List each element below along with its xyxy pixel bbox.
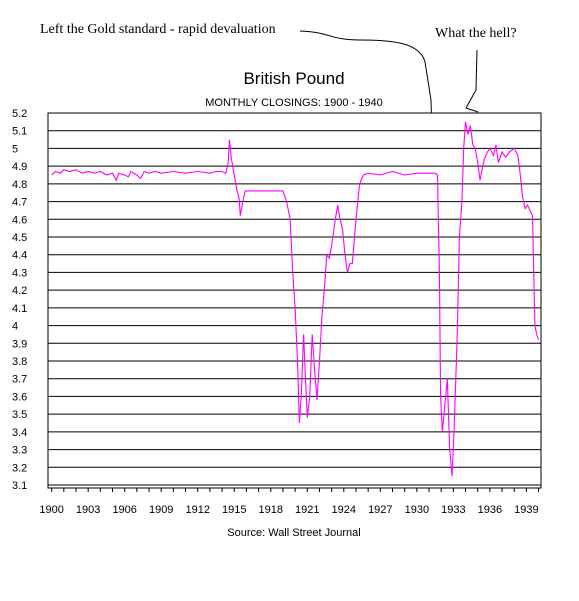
- y-tick-label: 3.7: [12, 374, 27, 386]
- y-tick-label: 4.3: [12, 267, 27, 279]
- y-tick-label: 3.9: [12, 338, 27, 350]
- annotation-what-the-hell: What the hell?: [435, 26, 517, 41]
- x-tick-label: 1906: [112, 504, 136, 516]
- y-tick-label: 3.1: [12, 480, 27, 492]
- chart-subtitle: MONTHLY CLOSINGS: 1900 - 1940: [205, 97, 383, 109]
- y-tick-label: 3.8: [12, 356, 27, 368]
- x-tick-label: 1939: [514, 504, 538, 516]
- y-tick-label: 4.6: [12, 214, 27, 226]
- x-tick-label: 1930: [405, 504, 429, 516]
- x-tick-label: 1912: [185, 504, 209, 516]
- x-tick-label: 1933: [441, 504, 465, 516]
- y-tick-label: 3.3: [12, 445, 27, 457]
- source-note: Source: Wall Street Journal: [227, 527, 360, 539]
- x-tick-label: 1909: [149, 504, 173, 516]
- y-tick-label: 4.1: [12, 303, 27, 315]
- x-tick-label: 1900: [39, 504, 63, 516]
- x-tick-label: 1918: [259, 504, 283, 516]
- annotation-arrow-line-left: [299, 30, 434, 173]
- y-tick-label: 3.5: [12, 409, 27, 421]
- y-tick-label: 4: [12, 321, 18, 333]
- y-tick-label: 5.2: [12, 108, 27, 120]
- y-tick-label: 4.2: [12, 285, 27, 297]
- annotation-arrow-line-right: [465, 49, 479, 113]
- x-tick-label: 1921: [295, 504, 319, 516]
- x-tick-label: 1924: [332, 504, 356, 516]
- y-tick-label: 4.9: [12, 161, 27, 173]
- y-tick-label: 3.4: [12, 427, 27, 439]
- grid-lines: [48, 112, 541, 486]
- y-tick-label: 4.8: [12, 179, 27, 191]
- y-tick-label: 5: [12, 143, 18, 155]
- x-tick-label: 1915: [222, 504, 246, 516]
- chart-title: British Pound: [243, 69, 344, 88]
- y-tick-label: 5.1: [12, 126, 27, 138]
- x-tick-label: 1936: [478, 504, 502, 516]
- y-tick-label: 3.6: [12, 391, 27, 403]
- x-tick-label: 1927: [368, 504, 392, 516]
- y-tick-label: 4.4: [12, 250, 27, 262]
- annotation-left-gold: Left the Gold standard - rapid devaluati…: [40, 22, 276, 37]
- y-tick-label: 4.5: [12, 232, 27, 244]
- y-axis: 5.2 5.1 5 4.9 4.8 4.7 4.6 4.5 4.4 4.3 4.2 4.1 4 3.9 3.…: [12, 108, 27, 492]
- series-line: [51, 121, 540, 477]
- y-tick-label: 3.2: [12, 462, 27, 474]
- x-axis: 1900 1903 1906 1909 1912 1915 1918 1921 1924 1927…: [39, 488, 540, 516]
- y-tick-label: 4.7: [12, 197, 27, 209]
- x-tick-label: 1903: [76, 504, 100, 516]
